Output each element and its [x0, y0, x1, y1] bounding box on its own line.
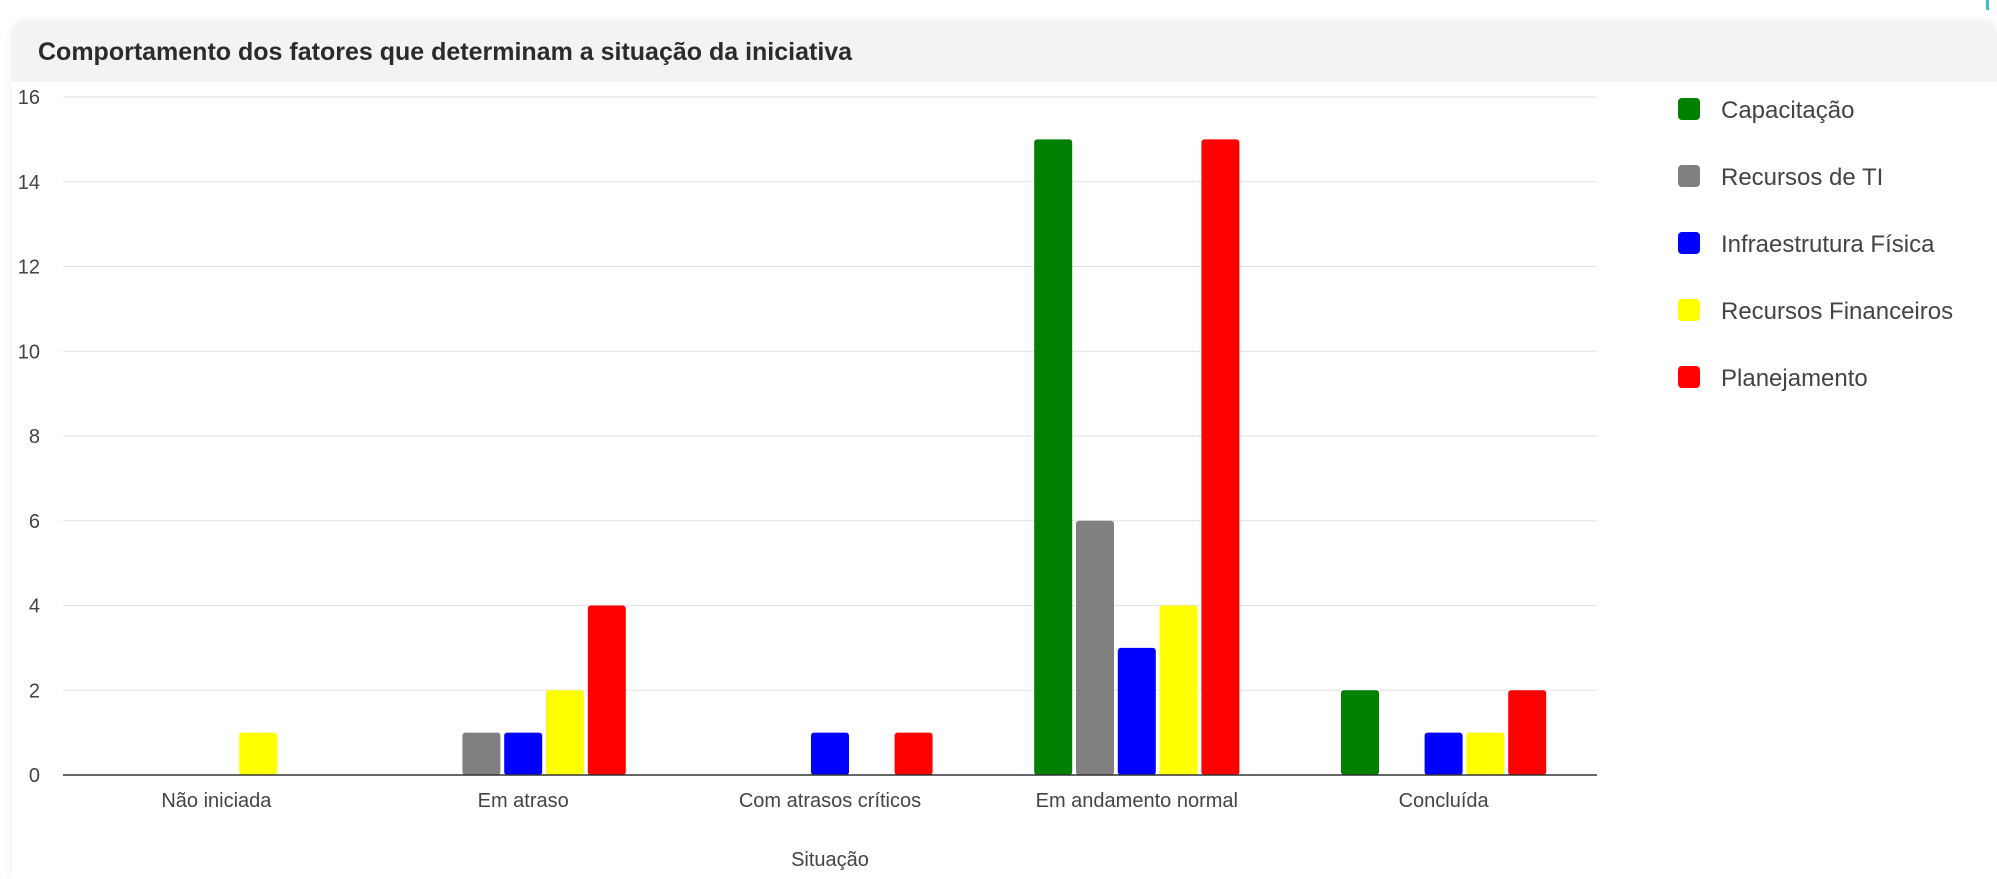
bar[interactable] — [504, 732, 543, 775]
bar[interactable] — [1201, 139, 1240, 775]
x-axis-title: Situação — [791, 849, 869, 871]
bar[interactable] — [811, 732, 849, 775]
y-tick-label: 12 — [18, 257, 40, 279]
y-tick-label: 0 — [29, 765, 40, 787]
bar[interactable] — [1341, 690, 1379, 775]
bar[interactable] — [587, 605, 626, 776]
bar[interactable] — [1466, 732, 1505, 775]
legend-swatch — [1678, 165, 1700, 187]
bar[interactable] — [1508, 690, 1547, 775]
y-tick-label: 2 — [29, 680, 40, 702]
x-tick-label: Em andamento normal — [1036, 790, 1238, 812]
bar[interactable] — [894, 732, 933, 775]
legend-swatch — [1678, 299, 1700, 321]
x-tick-label: Com atrasos críticos — [739, 790, 921, 812]
bar[interactable] — [1159, 605, 1198, 776]
bar[interactable] — [1034, 139, 1073, 775]
legend-swatch — [1678, 366, 1700, 388]
legend-label: Capacitação — [1721, 97, 1854, 124]
bar[interactable] — [1424, 732, 1463, 775]
bar[interactable] — [546, 690, 584, 775]
y-tick-label: 6 — [29, 511, 40, 533]
bar[interactable] — [1117, 647, 1156, 775]
legend-label: Recursos de TI — [1721, 164, 1883, 191]
y-tick-label: 14 — [18, 172, 40, 194]
y-tick-label: 4 — [29, 596, 40, 618]
y-tick-label: 16 — [18, 87, 40, 109]
legend-swatch — [1678, 232, 1700, 254]
bar[interactable] — [462, 732, 501, 775]
x-tick-label: Concluída — [1399, 790, 1490, 812]
y-tick-label: 8 — [29, 426, 40, 448]
y-tick-label: 10 — [18, 341, 40, 363]
corner-accent — [1986, 0, 1989, 10]
bar[interactable] — [239, 732, 278, 775]
legend-label: Recursos Financeiros — [1721, 298, 1953, 325]
panel-title: Comportamento dos fatores que determinam… — [38, 38, 853, 66]
chart-panel: Comportamento dos fatores que determinam… — [12, 22, 1997, 879]
legend-label: Infraestrutura Física — [1721, 231, 1935, 258]
x-tick-label: Não iniciada — [161, 790, 272, 812]
panel-header: Comportamento dos fatores que determinam… — [12, 22, 1997, 82]
bar[interactable] — [1076, 520, 1114, 775]
legend-swatch — [1678, 98, 1700, 120]
legend-label: Planejamento — [1721, 365, 1868, 392]
x-tick-label: Em atraso — [478, 790, 569, 812]
